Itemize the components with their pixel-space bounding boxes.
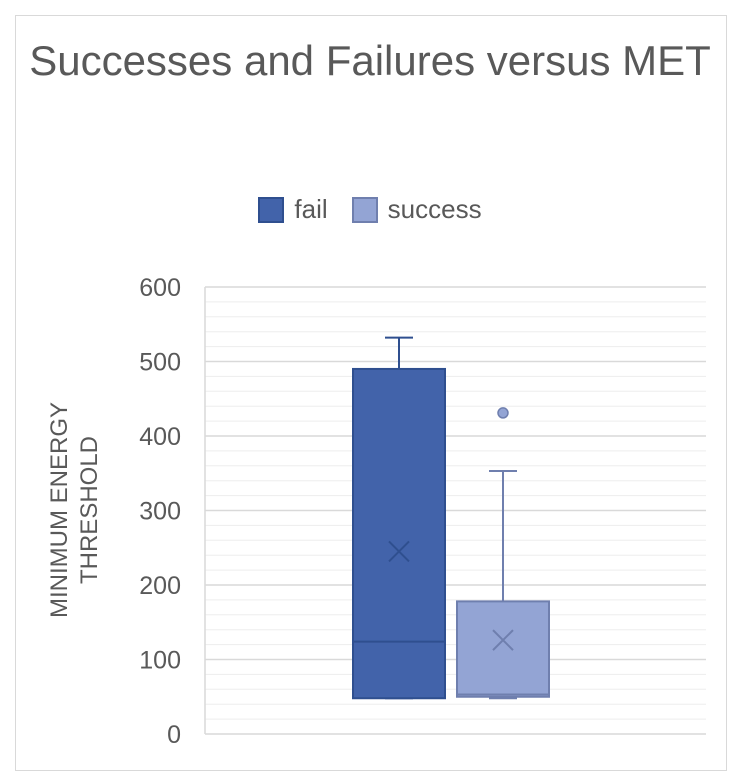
legend-label-fail: fail — [294, 194, 328, 224]
mean-marker-success — [492, 629, 514, 651]
mean-marker-fail — [388, 540, 410, 563]
legend: fail success — [0, 194, 740, 225]
legend-swatch-fail — [258, 196, 285, 223]
box-success — [456, 600, 550, 698]
legend-label-success: success — [387, 194, 482, 224]
box-fail — [352, 367, 446, 700]
y-tick-label: 600 — [139, 274, 181, 302]
y-tick-label: 300 — [139, 498, 181, 526]
outlier-success — [497, 407, 509, 419]
legend-item-fail: fail — [258, 194, 328, 225]
y-tick-label: 100 — [139, 647, 181, 675]
y-tick-label: 500 — [139, 349, 181, 377]
chart-title: Successes and Failures versus MET — [29, 37, 711, 84]
y-tick-label: 200 — [139, 572, 181, 600]
legend-item-success: success — [351, 194, 482, 225]
legend-swatch-success — [351, 196, 378, 223]
y-tick-label: 0 — [167, 721, 181, 749]
y-tick-label: 400 — [139, 423, 181, 451]
